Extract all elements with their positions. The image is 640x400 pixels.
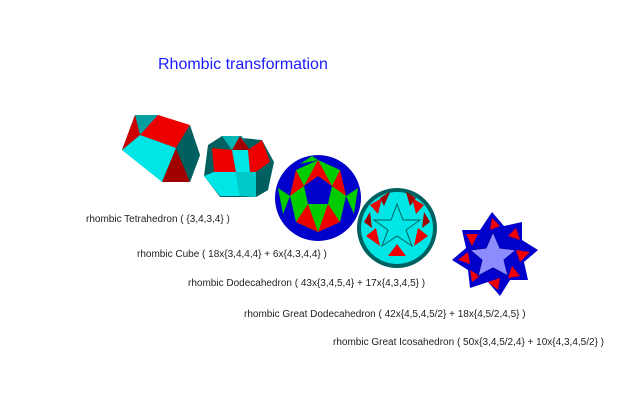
label-rhombic-great-icosahedron: rhombic Great Icosahedron ( 50x{3,4,5/2,… bbox=[333, 337, 605, 348]
label-rhombic-cube: rhombic Cube ( 18x{3,4,4,4} + 6x{4,3,4,4… bbox=[137, 249, 327, 260]
label-rhombic-great-dodecahedron: rhombic Great Dodecahedron ( 42x{4,5,4,5… bbox=[244, 309, 526, 320]
label-rhombic-dodecahedron: rhombic Dodecahedron ( 43x{3,4,5,4} + 17… bbox=[188, 278, 426, 289]
rhombic-dodecahedron bbox=[275, 155, 361, 241]
rhombic-great-dodecahedron bbox=[357, 188, 437, 268]
diagram-title: Rhombic transformation bbox=[158, 56, 328, 73]
rhombic-great-icosahedron bbox=[452, 212, 538, 296]
rhombic-tetrahedron bbox=[122, 115, 200, 182]
rhombic-cube bbox=[204, 136, 274, 197]
label-rhombic-tetrahedron: rhombic Tetrahedron ( {3,4,3,4} ) bbox=[86, 214, 230, 225]
